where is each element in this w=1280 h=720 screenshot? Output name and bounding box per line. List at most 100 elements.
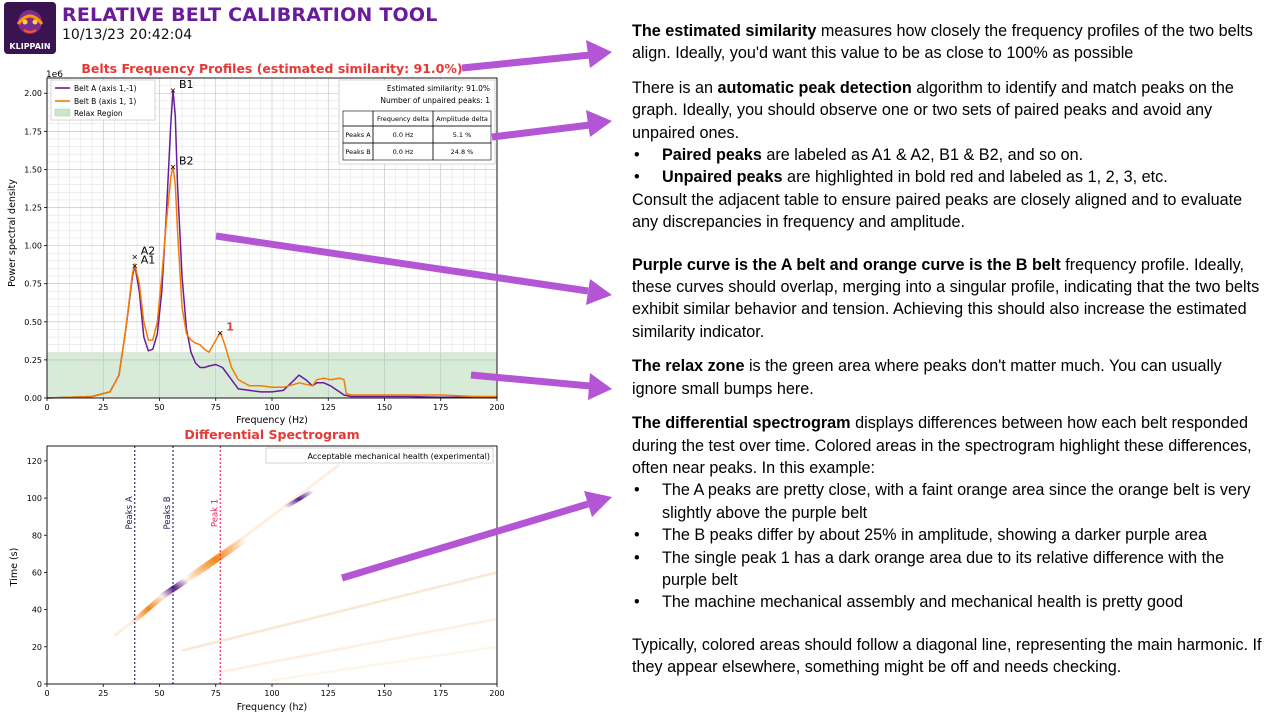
spectrogram-frame	[46, 445, 498, 685]
note-bullet-peak-1: The single peak 1 has a dark orange area…	[632, 547, 1262, 592]
peak-label: A1	[141, 253, 156, 266]
peak-label: B1	[179, 78, 194, 91]
series-line-belt-b	[46, 165, 497, 399]
peak-marker: ×	[131, 252, 138, 261]
y-tick-label: 1.75	[24, 127, 42, 136]
x-tick-label: 75	[211, 689, 221, 698]
table-row-a-label: Peaks A	[345, 131, 371, 139]
legend-relax: Relax Region	[74, 109, 123, 118]
explanation-notes: The estimated similarity measures how cl…	[632, 20, 1262, 691]
x-tick-label: 0	[44, 689, 49, 698]
table-header-freq: Frequency delta	[377, 115, 429, 123]
diff-area-high	[283, 488, 315, 510]
info-unpaired: Number of unpaired peaks: 1	[380, 96, 490, 105]
peak-label: 1	[226, 320, 234, 333]
x-tick-label: 175	[433, 689, 448, 698]
x-tick-label: 125	[321, 689, 336, 698]
peak-marker: ×	[131, 261, 138, 270]
note-diagonal: Typically, colored areas should follow a…	[632, 635, 1262, 677]
diff-area-peak-1	[183, 535, 249, 584]
logo-text: KLIPPAIN	[9, 42, 51, 51]
harmonic-streak	[215, 617, 498, 675]
y-tick-label: 40	[32, 606, 42, 615]
y-tick-label: 20	[32, 643, 42, 652]
header: KLIPPAIN RELATIVE BELT CALIBRATION TOOL …	[0, 0, 560, 60]
note-curves: Purple curve is the A belt and orange cu…	[632, 255, 1260, 341]
y-tick-label: 0.50	[24, 318, 42, 327]
belts-frequency-chart: Belts Frequency Profiles (estimated simi…	[7, 61, 505, 426]
x-tick-label: 75	[211, 403, 221, 412]
peaks-table: Frequency delta Amplitude delta Peaks A …	[342, 110, 492, 161]
y-tick-label: 1.00	[24, 242, 42, 251]
note-bullet-unpaired: Unpaired peaks are highlighted in bold r…	[632, 166, 1262, 189]
legend-belt-b: Belt B (axis 1, 1)	[74, 97, 136, 106]
x-tick-label: 200	[489, 403, 504, 412]
x-tick-label: 50	[154, 403, 164, 412]
peak-marker: ×	[170, 162, 177, 171]
table-row-b-freq: 0.0 Hz	[393, 148, 414, 156]
vline-label: Peak 1	[210, 499, 220, 527]
x-tick-label: 125	[321, 403, 336, 412]
spectrogram-y-label: Time (s)	[9, 548, 20, 588]
note-table-advice: Consult the adjacent table to ensure pai…	[632, 190, 1243, 232]
x-tick-label: 0	[44, 403, 49, 412]
spectrogram-title: Differential Spectrogram	[184, 427, 359, 442]
note-bullet-b-peaks: The B peaks differ by about 25% in ampli…	[632, 524, 1262, 547]
y-tick-label: 100	[27, 494, 42, 503]
spectrogram-x-label: Frequency (hz)	[237, 702, 308, 713]
peak-marker: ×	[217, 328, 224, 337]
series-line-belt-a	[46, 89, 498, 399]
x-tick-label: 200	[489, 689, 504, 698]
note-bullet-health: The machine mechanical assembly and mech…	[632, 591, 1262, 614]
y-tick-label: 80	[32, 531, 42, 540]
vline-label: Peaks B	[163, 496, 173, 529]
y-tick-label: 120	[27, 457, 42, 466]
y-tick-label: 1.25	[24, 204, 42, 213]
y-tick-label: 0.75	[24, 280, 42, 289]
logo-icon	[4, 2, 56, 54]
x-tick-label: 175	[433, 403, 448, 412]
info-similarity: Estimated similarity: 91.0%	[387, 84, 490, 93]
spectrogram-legend-text: Acceptable mechanical health (experiment…	[307, 452, 490, 461]
diff-area-peaks-b	[158, 576, 190, 600]
differential-spectrogram: Differential Spectrogram Peaks A Peaks B P…	[9, 427, 505, 713]
y-tick-label: 0.25	[24, 356, 42, 365]
main-harmonic	[113, 463, 341, 637]
table-row-a-freq: 0.0 Hz	[393, 131, 414, 139]
x-tick-label: 50	[154, 689, 164, 698]
app-title: RELATIVE BELT CALIBRATION TOOL	[62, 4, 438, 26]
x-tick-label: 100	[264, 689, 279, 698]
table-header-amp: Amplitude delta	[436, 115, 488, 123]
y-axis-label: Power spectral density	[7, 179, 18, 287]
y-multiplier: 1e6	[46, 70, 63, 80]
harmonic-streak	[271, 645, 498, 682]
y-tick-label: 0.00	[24, 394, 42, 403]
peak-label: A2	[141, 244, 156, 257]
note-bullet-paired: Paired peaks are labeled as A1 & A2, B1 …	[632, 144, 1262, 167]
table-row-b-amp: 24.8 %	[451, 148, 474, 156]
chart-legend: Belt A (axis 1,-1) Belt B (axis 1, 1) Re…	[50, 79, 156, 121]
note-spectrogram: The differential spectrogram displays di…	[632, 414, 1252, 477]
harmonic-streak	[181, 571, 498, 652]
note-similarity: The estimated similarity measures how cl…	[632, 22, 1253, 63]
peak-label: B2	[179, 154, 194, 167]
y-tick-label: 60	[32, 568, 42, 577]
note-peak-detection: There is an automatic peak detection alg…	[632, 78, 1234, 142]
peak-marker: ×	[170, 86, 177, 95]
x-tick-label: 150	[377, 403, 392, 412]
timestamp: 10/13/23 20:42:04	[62, 27, 193, 43]
x-tick-label: 25	[98, 689, 108, 698]
note-bullet-a-peaks: The A peaks are pretty close, with a fai…	[632, 479, 1262, 524]
diff-area-peaks-a	[130, 592, 167, 626]
chart-title: Belts Frequency Profiles (estimated simi…	[81, 61, 462, 76]
x-tick-label: 100	[264, 403, 279, 412]
legend-belt-a: Belt A (axis 1,-1)	[74, 84, 137, 93]
x-axis-label: Frequency (Hz)	[236, 415, 308, 426]
klippain-logo: KLIPPAIN	[4, 2, 56, 54]
info-box: Estimated similarity: 91.0% Number of un…	[338, 79, 496, 165]
table-row-a-amp: 5.1 %	[453, 131, 472, 139]
x-tick-label: 150	[377, 689, 392, 698]
y-tick-label: 2.00	[24, 89, 42, 98]
table-row-b-label: Peaks B	[345, 148, 370, 156]
vline-label: Peaks A	[125, 496, 135, 529]
